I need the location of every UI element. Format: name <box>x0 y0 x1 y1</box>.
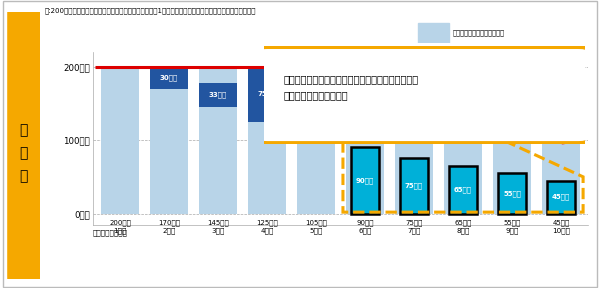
Text: 145万円: 145万円 <box>207 219 229 226</box>
Text: 車両保険金額（時価相当額）: 車両保険金額（時価相当額） <box>452 29 505 36</box>
FancyBboxPatch shape <box>257 47 588 143</box>
Text: 95万円: 95万円 <box>307 98 325 105</box>
Text: 33万円: 33万円 <box>209 92 227 98</box>
Text: 45万円: 45万円 <box>553 219 569 226</box>
Bar <box>297 67 335 137</box>
Bar <box>444 67 482 214</box>
Bar <box>493 67 531 214</box>
Bar <box>400 158 428 214</box>
Text: 75万円: 75万円 <box>405 183 423 189</box>
Bar <box>101 67 139 214</box>
Bar <box>248 67 286 214</box>
Bar <box>542 67 580 214</box>
Bar <box>418 23 449 43</box>
Text: 90万円: 90万円 <box>356 177 374 184</box>
Text: 55万円: 55万円 <box>503 190 521 197</box>
Text: 「車両全損時復旧費用補償特約」で車価を上回る額
の補償を可能にします。: 「車両全損時復旧費用補償特約」で車価を上回る額 の補償を可能にします。 <box>283 74 418 100</box>
Text: 75万円: 75万円 <box>258 91 276 97</box>
Bar <box>199 67 237 214</box>
Text: 例:200万円で新車を購入し、同月に新規契約（保険期間1年）を締結した場合における車両の補償額の推移: 例:200万円で新車を購入し、同月に新規契約（保険期間1年）を締結した場合におけ… <box>45 8 257 14</box>
FancyBboxPatch shape <box>7 1 40 288</box>
Bar <box>351 147 379 214</box>
Bar <box>248 67 286 122</box>
Bar <box>297 67 335 214</box>
Text: 初度登録経過年数: 初度登録経過年数 <box>93 230 128 236</box>
Bar <box>449 166 477 214</box>
Text: 改
定
後: 改 定 後 <box>20 124 28 183</box>
Text: 200万円: 200万円 <box>109 219 131 226</box>
Bar <box>346 67 384 214</box>
Bar <box>547 181 575 214</box>
Bar <box>150 67 188 89</box>
Text: 125万円: 125万円 <box>256 219 278 226</box>
Text: 75万円: 75万円 <box>406 219 423 226</box>
Bar <box>150 67 188 214</box>
Text: 105万円: 105万円 <box>305 219 327 226</box>
Bar <box>395 67 433 214</box>
Text: 30万円: 30万円 <box>160 74 178 81</box>
Text: 170万円: 170万円 <box>158 219 180 226</box>
Text: 45万円: 45万円 <box>552 194 570 200</box>
Bar <box>199 83 237 107</box>
Text: 65万円: 65万円 <box>454 219 472 226</box>
Text: 55万円: 55万円 <box>503 219 521 226</box>
Text: 90万円: 90万円 <box>356 219 374 226</box>
Text: 65万円: 65万円 <box>454 186 472 193</box>
Bar <box>498 173 526 214</box>
